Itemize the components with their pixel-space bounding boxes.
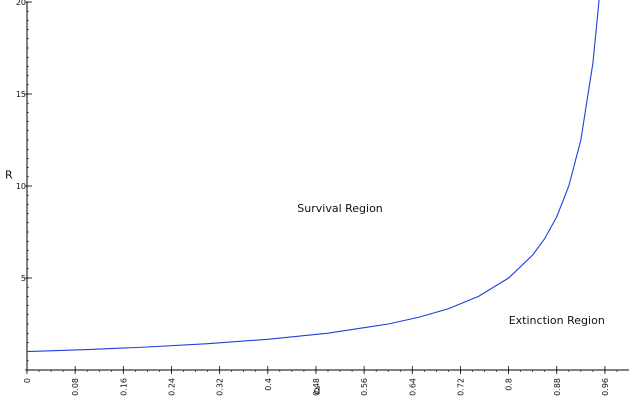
x-tick-label: 0.64 [408, 378, 417, 396]
series [27, 0, 600, 353]
annotation-text: Extinction Region [509, 314, 605, 327]
x-tick-label: 0.4 [264, 378, 273, 391]
y-tick-label: 15 [16, 90, 26, 99]
series-line [27, 0, 600, 353]
x-tick-label: 0.96 [601, 378, 610, 396]
x-tick-label: 0.8 [505, 378, 514, 391]
y-tick-label: 10 [16, 182, 26, 191]
y-tick-label: 5 [21, 274, 26, 283]
x-tick-label: 0 [23, 378, 32, 383]
x-tick-label: 0.24 [167, 378, 176, 396]
annotation-text: Survival Region [297, 202, 383, 215]
x-tick-label: 0.56 [360, 378, 369, 396]
ticks [25, 1, 618, 374]
y-tick-label: 20 [16, 0, 26, 7]
annotations: Survival Region Extinction Region [297, 202, 605, 327]
y-axis-label: R [5, 169, 13, 182]
x-axis-label: d [314, 384, 321, 397]
x-tick-label: 0.08 [71, 378, 80, 396]
x-tick-label: 0.72 [456, 378, 465, 396]
x-tick-label: 0.48 [312, 378, 321, 396]
tick-labels: 0 0.08 0.16 0.24 0.32 0.4 0.48 0.56 0.64 0.72 0.8 0… [16, 0, 610, 396]
x-tick-label: 0.16 [119, 378, 128, 396]
x-tick-label: 0.88 [553, 378, 562, 396]
x-tick-label: 0.32 [216, 378, 225, 396]
